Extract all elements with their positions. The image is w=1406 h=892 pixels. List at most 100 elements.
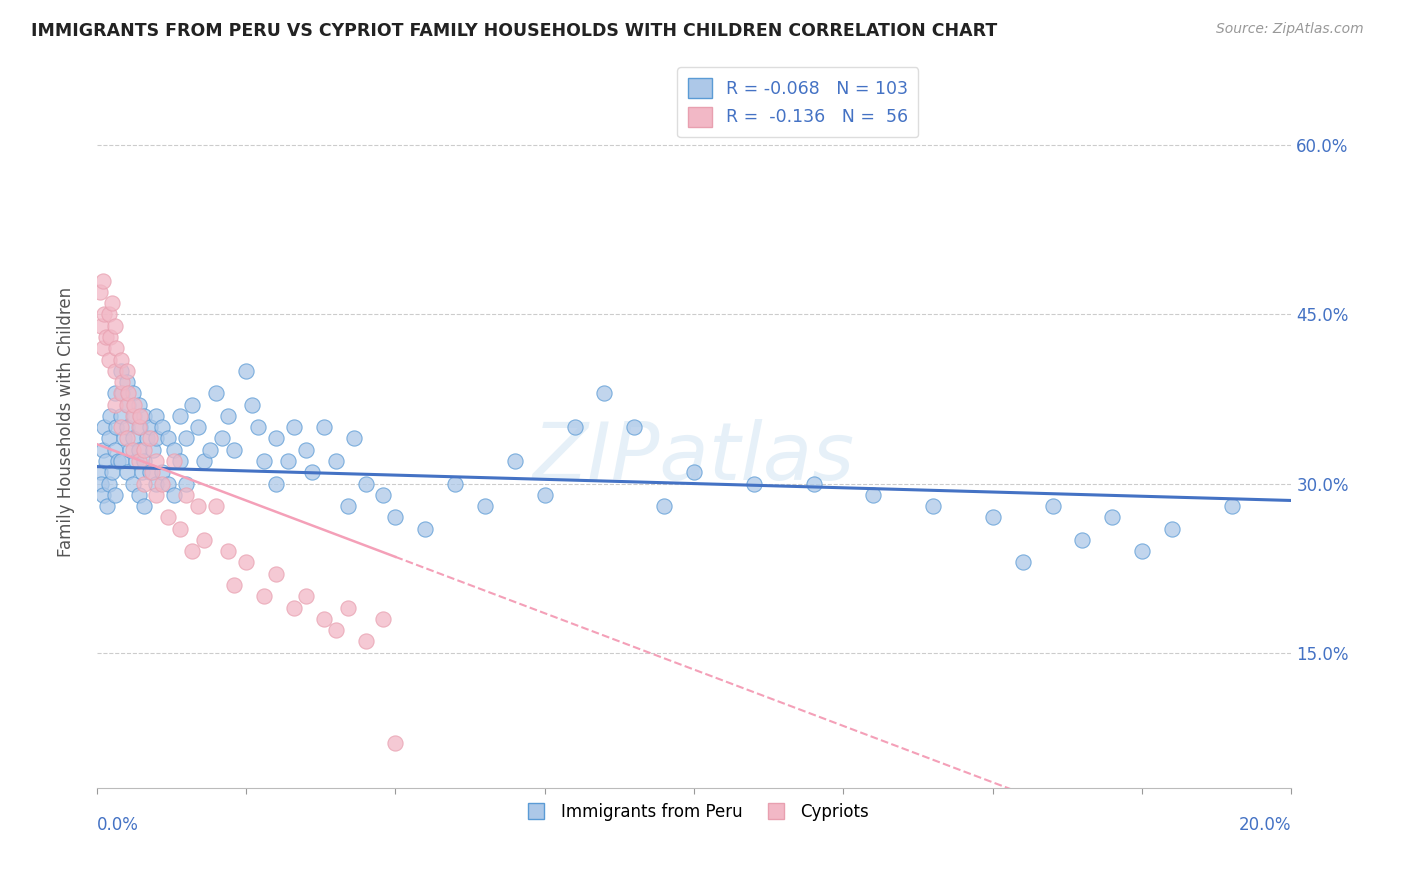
Point — [89, 285, 111, 299]
Point — [283, 600, 305, 615]
Point — [90, 476, 112, 491]
Point — [104, 341, 127, 355]
Point — [128, 488, 150, 502]
Point — [176, 488, 198, 502]
Point — [134, 442, 156, 457]
Point — [922, 499, 945, 513]
Point — [742, 476, 765, 491]
Point — [93, 420, 115, 434]
Point — [152, 476, 174, 491]
Point — [128, 409, 150, 423]
Point — [94, 454, 117, 468]
Point — [134, 409, 156, 423]
Point — [121, 442, 143, 457]
Point — [217, 409, 239, 423]
Point — [235, 556, 257, 570]
Point — [169, 454, 191, 468]
Point — [128, 442, 150, 457]
Point — [253, 590, 276, 604]
Point — [1101, 510, 1123, 524]
Point — [91, 442, 114, 457]
Point — [163, 488, 186, 502]
Point — [145, 432, 167, 446]
Point — [623, 420, 645, 434]
Point — [384, 736, 406, 750]
Point — [121, 432, 143, 446]
Point — [157, 476, 180, 491]
Point — [104, 488, 127, 502]
Point — [115, 432, 138, 446]
Point — [193, 454, 215, 468]
Point — [193, 533, 215, 547]
Point — [145, 409, 167, 423]
Point — [145, 476, 167, 491]
Point — [181, 544, 204, 558]
Point — [152, 465, 174, 479]
Point — [104, 398, 127, 412]
Point — [312, 420, 335, 434]
Point — [325, 623, 347, 637]
Point — [264, 566, 287, 581]
Point — [224, 442, 246, 457]
Point — [100, 465, 122, 479]
Point — [121, 386, 143, 401]
Point — [373, 488, 395, 502]
Text: Source: ZipAtlas.com: Source: ZipAtlas.com — [1216, 22, 1364, 37]
Point — [301, 465, 323, 479]
Point — [139, 465, 162, 479]
Point — [110, 409, 132, 423]
Point — [115, 420, 138, 434]
Point — [93, 308, 115, 322]
Point — [354, 634, 377, 648]
Point — [121, 476, 143, 491]
Point — [533, 488, 555, 502]
Point — [112, 432, 135, 446]
Point — [1071, 533, 1094, 547]
Point — [117, 386, 139, 401]
Point — [104, 386, 127, 401]
Point — [981, 510, 1004, 524]
Point — [91, 341, 114, 355]
Point — [94, 330, 117, 344]
Point — [200, 442, 222, 457]
Point — [111, 386, 134, 401]
Point — [264, 432, 287, 446]
Point — [157, 432, 180, 446]
Point — [98, 330, 121, 344]
Point — [176, 432, 198, 446]
Point — [246, 420, 269, 434]
Point — [1042, 499, 1064, 513]
Point — [1161, 522, 1184, 536]
Point — [169, 409, 191, 423]
Point — [104, 442, 127, 457]
Point — [1130, 544, 1153, 558]
Point — [224, 578, 246, 592]
Point — [90, 318, 112, 333]
Point — [115, 398, 138, 412]
Point — [593, 386, 616, 401]
Point — [139, 420, 162, 434]
Point — [205, 386, 228, 401]
Point — [652, 499, 675, 513]
Point — [97, 432, 120, 446]
Point — [336, 600, 359, 615]
Point — [145, 488, 167, 502]
Point — [121, 409, 143, 423]
Point — [124, 454, 146, 468]
Point — [312, 612, 335, 626]
Point — [325, 454, 347, 468]
Point — [104, 420, 127, 434]
Point — [163, 454, 186, 468]
Point — [134, 499, 156, 513]
Point — [169, 522, 191, 536]
Point — [128, 398, 150, 412]
Point — [564, 420, 586, 434]
Point — [110, 364, 132, 378]
Point — [98, 409, 121, 423]
Point — [89, 465, 111, 479]
Point — [110, 454, 132, 468]
Point — [294, 442, 316, 457]
Point — [152, 420, 174, 434]
Point — [211, 432, 233, 446]
Text: IMMIGRANTS FROM PERU VS CYPRIOT FAMILY HOUSEHOLDS WITH CHILDREN CORRELATION CHAR: IMMIGRANTS FROM PERU VS CYPRIOT FAMILY H… — [31, 22, 997, 40]
